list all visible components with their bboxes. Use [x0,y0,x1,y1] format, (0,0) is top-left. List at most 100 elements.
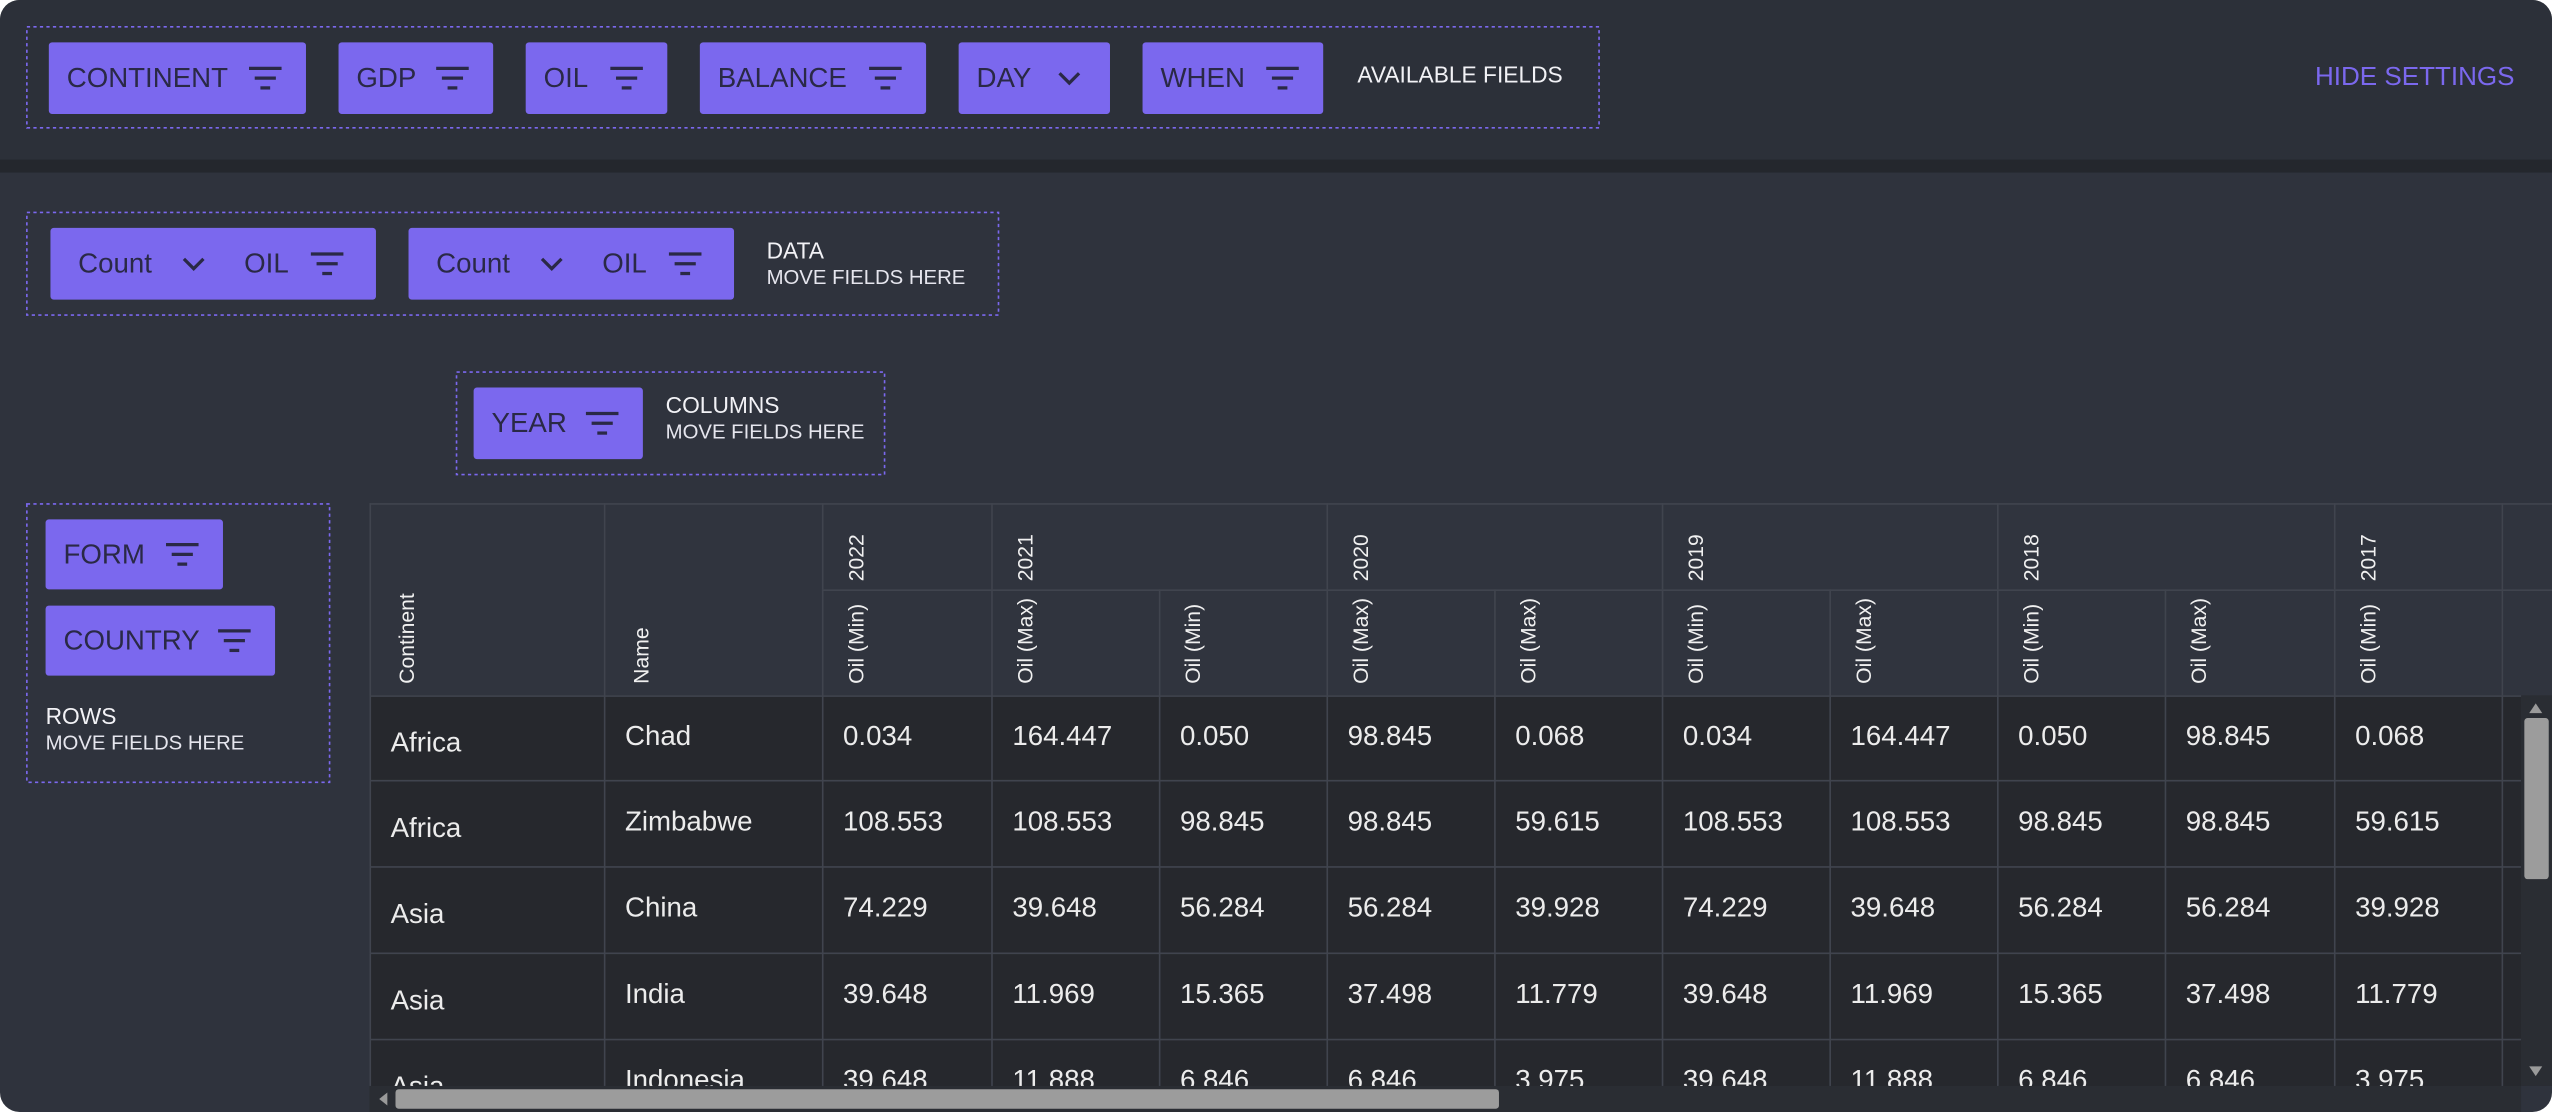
chip-bg [45,519,223,590]
table-header-bg [369,503,2552,696]
measure-header: Oil (Min) [2020,604,2043,684]
chip-bg [1142,42,1324,114]
field-chip[interactable]: YEAR [473,387,643,460]
table-cell: 98.845 [2018,805,2103,836]
data-chip[interactable]: Count OIL [408,227,735,300]
measure-header: Oil (Min) [1182,604,1205,684]
field-chip[interactable]: COUNTRY [45,605,276,676]
year-header: 2020 [1350,534,1373,581]
table-cell: Asia [391,898,445,929]
chevron-icon [182,257,205,271]
table-cell: 39.928 [2355,892,2440,923]
h-scroll-arrow[interactable] [379,1092,388,1106]
measure-header: Oil (Max) [2188,598,2211,684]
table-cell: 164.447 [1851,720,1951,751]
table-cell: 0.050 [2018,720,2087,751]
v-scroll-arrow[interactable] [2529,703,2543,714]
table-cell: 3.975 [2355,1064,2424,1095]
table-cell: 98.845 [1348,720,1433,751]
table-cell: 0.034 [843,720,912,751]
table-cell: 39.648 [1851,892,1936,923]
v-scroll-thumb[interactable] [2524,717,2549,880]
zone-label: DATA [767,237,825,263]
chip-label: WHEN [1160,62,1244,93]
table-cell: 164.447 [1012,720,1112,751]
measure-header: Oil (Min) [845,604,868,684]
chevron-icon [1058,72,1081,86]
chip-bg [699,42,927,114]
field-chip[interactable]: GDP [338,42,494,114]
table-cell: China [625,892,698,923]
h-scroll-thumb[interactable] [395,1089,1499,1109]
table-cell: 15.365 [2018,978,2103,1009]
table-cell: 59.615 [2355,805,2440,836]
field-chip[interactable]: WHEN [1142,42,1324,114]
hide-settings[interactable]: HIDE SETTINGS [2315,61,2515,91]
chip-label: FORM [63,538,144,569]
field-chip[interactable]: CONTINENT [48,42,306,114]
table-cell: 56.284 [1180,892,1265,923]
chevron-icon [540,257,563,271]
row-header: Continent [396,593,419,684]
chip-aggregate: Count [436,248,510,279]
table-cell: 11.888 [1851,1064,1934,1095]
chip-bg [408,227,735,300]
year-header: 2018 [2020,534,2043,581]
table-cell: 15.365 [1180,978,1265,1009]
table-cell: 6.846 [1348,1064,1417,1095]
table-cell: 3.975 [1515,1064,1584,1095]
zone-hint: MOVE FIELDS HERE [46,732,245,754]
table-cell: 0.050 [1180,720,1249,751]
table-cell: Africa [391,812,462,843]
table-cell: 39.928 [1515,892,1600,923]
field-chip[interactable]: BALANCE [699,42,927,114]
year-header: 2019 [1685,534,1708,581]
year-header: 2017 [2357,534,2380,581]
measure-header: Oil (Max) [1853,598,1876,684]
table-cell: 11.779 [2355,978,2438,1009]
table-cell: 56.284 [2018,892,2103,923]
chip-label: GDP [356,62,416,93]
data-chip[interactable]: Count OIL [50,227,376,300]
chip-label: DAY [977,62,1032,93]
table-cell: 39.648 [1012,892,1097,923]
table-cell: Chad [625,720,691,751]
table-cell: 59.615 [1515,805,1600,836]
field-chip[interactable]: OIL [525,42,668,114]
table-cell: 98.845 [1348,805,1433,836]
table-cell: 6.846 [1180,1064,1249,1095]
chip-label: OIL [244,248,289,279]
table-cell: 0.068 [2355,720,2424,751]
table-cell: 98.845 [2186,720,2271,751]
table-cell: 98.845 [2186,805,2271,836]
chip-label: OIL [602,248,647,279]
columns-zone [455,371,886,476]
field-chip[interactable]: FORM [45,519,223,590]
measure-header: Oil (Min) [1685,604,1708,684]
table-cell: Asia [391,984,445,1015]
table-cell: 11.969 [1012,978,1095,1009]
table-cell: 39.648 [1683,978,1768,1009]
table-cell: 74.229 [1683,892,1768,923]
table-cell: 108.553 [843,805,943,836]
table-cell: 6.846 [2018,1064,2087,1095]
table-cell: 98.845 [1180,805,1265,836]
zone-label: ROWS [46,703,117,729]
content: CONTINENT GDP OIL BALANCE DAY WHEN AVAILABLE F… [45,42,2552,1112]
field-chip[interactable]: DAY [958,42,1110,114]
measure-header: Oil (Max) [1517,598,1540,684]
table-cell: Zimbabwe [625,805,753,836]
zone-label: AVAILABLE FIELDS [1357,62,1562,88]
table-cell: Africa [391,726,462,757]
chip-label: YEAR [492,407,567,438]
table-cell: 108.553 [1683,805,1783,836]
table-cell: 74.229 [843,892,928,923]
table-cell: 6.846 [2186,1064,2255,1095]
measure-header: Oil (Min) [2357,604,2380,684]
table-cell: 56.284 [2186,892,2271,923]
table-cell: 39.648 [843,1064,928,1095]
v-scroll-arrow[interactable] [2529,1066,2543,1077]
separator [0,159,2552,173]
